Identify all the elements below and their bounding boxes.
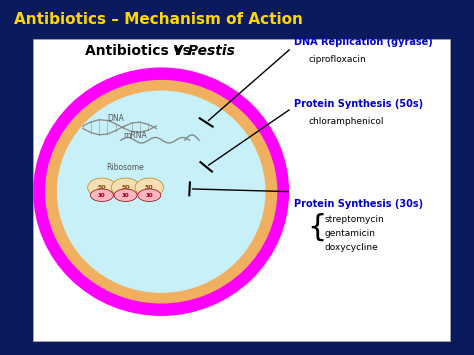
Text: Antibiotics – Mechanism of Action: Antibiotics – Mechanism of Action: [14, 12, 303, 27]
Ellipse shape: [135, 178, 164, 197]
Text: doxycycline: doxycycline: [325, 243, 378, 252]
Text: Y Pestis: Y Pestis: [173, 44, 235, 58]
Text: 50: 50: [98, 185, 106, 190]
Ellipse shape: [91, 189, 113, 202]
Text: chloramphenicol: chloramphenicol: [308, 117, 383, 126]
Ellipse shape: [111, 178, 140, 197]
Ellipse shape: [45, 80, 277, 304]
Text: 30: 30: [98, 193, 106, 198]
Ellipse shape: [57, 91, 265, 293]
FancyBboxPatch shape: [33, 39, 450, 341]
Text: 30: 30: [146, 193, 153, 198]
Text: 50: 50: [121, 185, 130, 190]
Text: DNA: DNA: [108, 114, 125, 123]
Text: Protein Synthesis (30s): Protein Synthesis (30s): [294, 199, 423, 209]
Text: Protein Synthesis (50s): Protein Synthesis (50s): [294, 99, 423, 109]
Text: 50: 50: [145, 185, 154, 190]
Text: ciprofloxacin: ciprofloxacin: [308, 55, 366, 64]
Ellipse shape: [114, 189, 137, 202]
Ellipse shape: [138, 189, 161, 202]
Text: gentamicin: gentamicin: [325, 229, 376, 238]
Text: DNA Replication (gyrase): DNA Replication (gyrase): [294, 37, 433, 47]
Text: Ribosome: Ribosome: [107, 163, 145, 173]
Text: {: {: [307, 213, 326, 242]
Text: Antibiotics vs.: Antibiotics vs.: [85, 44, 201, 58]
Ellipse shape: [33, 67, 289, 316]
Text: mRNA: mRNA: [123, 131, 147, 141]
Text: 30: 30: [122, 193, 129, 198]
Ellipse shape: [88, 178, 116, 197]
Text: streptomycin: streptomycin: [325, 215, 384, 224]
